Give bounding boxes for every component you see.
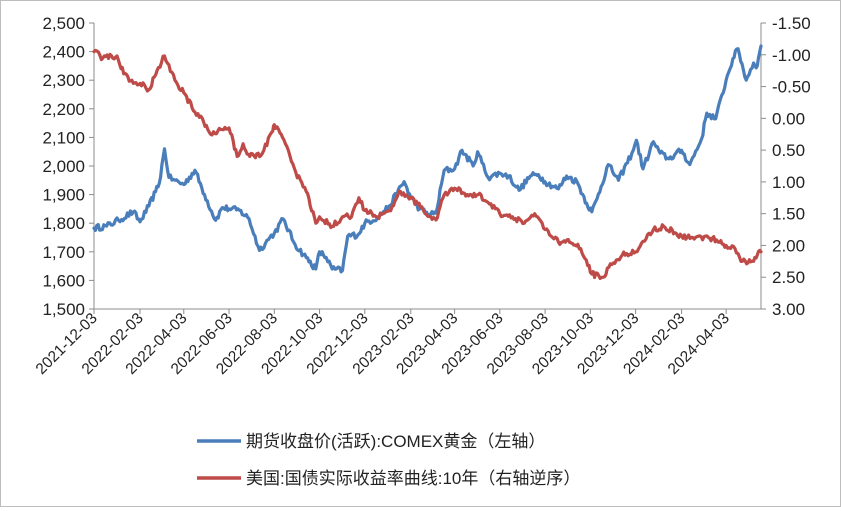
left-axis-tick-label: 2,500: [42, 14, 85, 33]
legend-label-real-yield: 美国:国债实际收益率曲线:10年（右轴逆序）: [246, 469, 580, 488]
right-axis-tick-label: 2.00: [772, 236, 805, 255]
right-axis-tick-label: 3.00: [772, 300, 805, 319]
legend-label-gold: 期货收盘价(活跃):COMEX黄金（左轴）: [246, 432, 545, 451]
left-axis-tick-label: 2,200: [42, 100, 85, 119]
series-line-comex-gold: [92, 44, 763, 274]
legend: 期货收盘价(活跃):COMEX黄金（左轴） 美国:国债实际收益率曲线:10年（右…: [197, 432, 580, 488]
right-axis-tick-label: 2.50: [772, 268, 805, 287]
left-axis-tick-label: 2,100: [42, 128, 85, 147]
axes-group: 1,500 1,600 1,700 1,800 1,900 2,000 2,100 2,200…: [33, 14, 811, 378]
left-axis-tick-label: 1,500: [42, 300, 85, 319]
right-axis-tick-label: 0.50: [772, 141, 805, 160]
left-axis-tick-label: 1,700: [42, 243, 85, 262]
left-axis-tick-label: 2,300: [42, 71, 85, 90]
right-axis-tick-label: 0.00: [772, 109, 805, 128]
left-axis-tick-label: 2,000: [42, 157, 85, 176]
right-axis-tick-label: -1.00: [772, 46, 811, 65]
right-axis-tick-label: 1.00: [772, 173, 805, 192]
left-axis-tick-label: 1,600: [42, 271, 85, 290]
series-line-us-real-yield-10y: [92, 48, 763, 281]
left-axis-tick-label: 2,400: [42, 43, 85, 62]
right-axis-tick-label: 1.50: [772, 205, 805, 224]
right-axis-tick-label: -1.50: [772, 14, 811, 33]
left-axis-tick-label: 1,900: [42, 186, 85, 205]
series-group: [92, 44, 763, 281]
right-axis-tick-label: -0.50: [772, 78, 811, 97]
left-axis-tick-label: 1,800: [42, 214, 85, 233]
